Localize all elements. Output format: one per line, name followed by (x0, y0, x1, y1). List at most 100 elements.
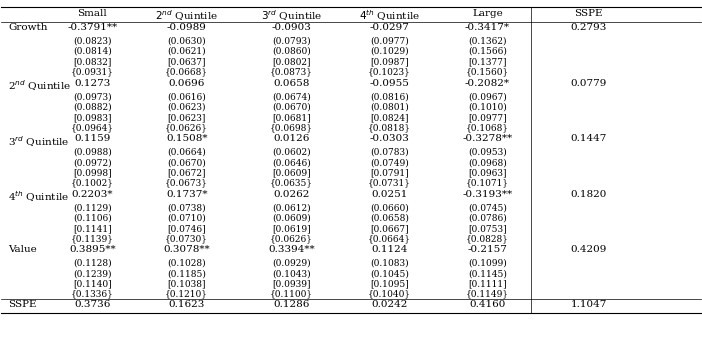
Text: [0.0963]: [0.0963] (468, 168, 507, 177)
Text: (0.0609): (0.0609) (272, 214, 311, 223)
Text: -0.0303: -0.0303 (369, 134, 409, 143)
Text: (0.1185): (0.1185) (167, 269, 206, 278)
Text: 3$^{rd}$ Quintile: 3$^{rd}$ Quintile (8, 134, 70, 149)
Text: {0.1560}: {0.1560} (466, 67, 509, 77)
Text: [0.0983]: [0.0983] (73, 113, 112, 122)
Text: (0.0612): (0.0612) (272, 203, 311, 212)
Text: (0.1128): (0.1128) (73, 259, 112, 268)
Text: {0.1023}: {0.1023} (368, 67, 411, 77)
Text: (0.0616): (0.0616) (167, 92, 206, 101)
Text: (0.0738): (0.0738) (167, 203, 206, 212)
Text: [0.1111]: [0.1111] (468, 279, 507, 288)
Text: 0.0779: 0.0779 (571, 79, 607, 88)
Text: SSPE: SSPE (574, 9, 603, 18)
Text: {0.1149}: {0.1149} (466, 290, 509, 299)
Text: (0.1099): (0.1099) (468, 259, 507, 268)
Text: (0.0783): (0.0783) (370, 148, 409, 157)
Text: Small: Small (77, 9, 107, 18)
Text: {0.1100}: {0.1100} (270, 290, 313, 299)
Text: 0.3895**: 0.3895** (69, 245, 116, 254)
Text: [0.0637]: [0.0637] (168, 57, 206, 66)
Text: -0.0903: -0.0903 (272, 23, 312, 32)
Text: (0.1043): (0.1043) (272, 269, 311, 278)
Text: {0.1071}: {0.1071} (466, 179, 509, 188)
Text: 0.1508*: 0.1508* (166, 134, 207, 143)
Text: (0.1129): (0.1129) (73, 203, 112, 212)
Text: {0.0635}: {0.0635} (270, 179, 313, 188)
Text: [0.1141]: [0.1141] (73, 224, 112, 233)
Text: 0.0126: 0.0126 (273, 134, 310, 143)
Text: (0.0814): (0.0814) (73, 47, 112, 56)
Text: (0.1083): (0.1083) (370, 259, 409, 268)
Text: (0.0977): (0.0977) (370, 37, 409, 46)
Text: Large: Large (472, 9, 503, 18)
Text: -0.3193**: -0.3193** (463, 190, 512, 199)
Text: 0.1623: 0.1623 (168, 300, 205, 309)
Text: {0.0964}: {0.0964} (71, 123, 114, 132)
Text: [0.0998]: [0.0998] (73, 168, 112, 177)
Text: (0.0973): (0.0973) (73, 92, 112, 101)
Text: (0.0860): (0.0860) (272, 47, 311, 56)
Text: 0.0242: 0.0242 (371, 300, 408, 309)
Text: [0.0832]: [0.0832] (73, 57, 112, 66)
Text: (0.0988): (0.0988) (73, 148, 112, 157)
Text: (0.0670): (0.0670) (272, 103, 311, 112)
Text: [0.0667]: [0.0667] (370, 224, 409, 233)
Text: (0.0786): (0.0786) (468, 214, 507, 223)
Text: [0.1038]: [0.1038] (168, 279, 206, 288)
Text: {0.0731}: {0.0731} (368, 179, 411, 188)
Text: {0.1139}: {0.1139} (71, 234, 114, 243)
Text: Value: Value (8, 245, 37, 254)
Text: -0.2082*: -0.2082* (465, 79, 510, 88)
Text: {0.0673}: {0.0673} (165, 179, 208, 188)
Text: {0.0818}: {0.0818} (368, 123, 411, 132)
Text: [0.0977]: [0.0977] (468, 113, 507, 122)
Text: {0.0626}: {0.0626} (270, 234, 313, 243)
Text: (0.0646): (0.0646) (272, 158, 311, 167)
Text: (0.1010): (0.1010) (468, 103, 507, 112)
Text: 0.1447: 0.1447 (571, 134, 607, 143)
Text: (0.0967): (0.0967) (468, 92, 507, 101)
Text: 2$^{nd}$ Quintile: 2$^{nd}$ Quintile (8, 79, 72, 93)
Text: (0.1239): (0.1239) (73, 269, 112, 278)
Text: {0.0664}: {0.0664} (368, 234, 411, 243)
Text: $2^{nd}$ Quintile: $2^{nd}$ Quintile (155, 9, 218, 23)
Text: {0.0730}: {0.0730} (165, 234, 208, 243)
Text: (0.0664): (0.0664) (167, 148, 206, 157)
Text: -0.0297: -0.0297 (369, 23, 409, 32)
Text: -0.3278**: -0.3278** (463, 134, 512, 143)
Text: -0.2157: -0.2157 (468, 245, 508, 254)
Text: 0.3394**: 0.3394** (268, 245, 315, 254)
Text: 0.3736: 0.3736 (74, 300, 110, 309)
Text: 0.2793: 0.2793 (571, 23, 607, 32)
Text: {0.1068}: {0.1068} (466, 123, 509, 132)
Text: 0.1820: 0.1820 (571, 190, 607, 199)
Text: (0.0658): (0.0658) (370, 214, 409, 223)
Text: 0.1124: 0.1124 (371, 245, 408, 254)
Text: (0.1362): (0.1362) (468, 37, 507, 46)
Text: {0.0873}: {0.0873} (270, 67, 313, 77)
Text: (0.0801): (0.0801) (370, 103, 409, 112)
Text: (0.0953): (0.0953) (468, 148, 507, 157)
Text: (0.1028): (0.1028) (167, 259, 206, 268)
Text: (0.0816): (0.0816) (370, 92, 409, 101)
Text: [0.1140]: [0.1140] (73, 279, 112, 288)
Text: (0.0968): (0.0968) (468, 158, 507, 167)
Text: [0.0753]: [0.0753] (468, 224, 507, 233)
Text: (0.0630): (0.0630) (167, 37, 206, 46)
Text: {0.1002}: {0.1002} (71, 179, 114, 188)
Text: [0.0746]: [0.0746] (167, 224, 206, 233)
Text: {0.0668}: {0.0668} (165, 67, 208, 77)
Text: -0.3791**: -0.3791** (67, 23, 117, 32)
Text: (0.0749): (0.0749) (370, 158, 409, 167)
Text: (0.0745): (0.0745) (468, 203, 507, 212)
Text: (0.0882): (0.0882) (73, 103, 112, 112)
Text: -0.0955: -0.0955 (369, 79, 409, 88)
Text: [0.1095]: [0.1095] (370, 279, 409, 288)
Text: [0.0824]: [0.0824] (370, 113, 409, 122)
Text: 0.0262: 0.0262 (273, 190, 310, 199)
Text: [0.0672]: [0.0672] (168, 168, 206, 177)
Text: {0.0698}: {0.0698} (270, 123, 313, 132)
Text: 0.2203*: 0.2203* (72, 190, 113, 199)
Text: 0.0658: 0.0658 (273, 79, 310, 88)
